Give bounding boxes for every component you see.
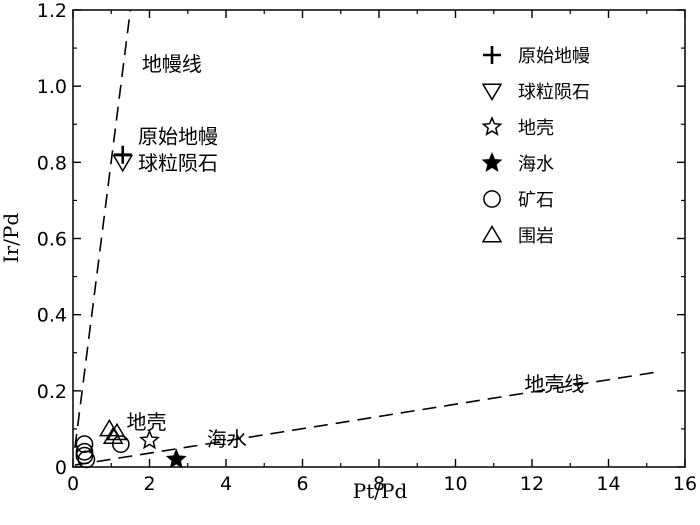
data-point-triangle-up [106,422,128,441]
y-tick-label: 1.0 [37,76,67,98]
legend-marker-plus [483,46,501,64]
data-point-star-filled [165,448,187,469]
legend-marker-circle [483,190,501,208]
y-tick-label: 0.8 [37,152,67,174]
x-tick-label: 8 [373,473,385,495]
data-point-triangle-down [112,154,134,173]
y-tick-label: 0.2 [37,381,67,403]
data-point-star-open [139,429,160,450]
y-axis-title: Ir/Pd [0,213,23,264]
legend-marker-triangle-down [481,83,503,102]
plot-annotation: 原始地幔 [138,124,218,148]
legend-label: 原始地幔 [518,46,590,67]
legend-label: 围岩 [518,226,554,247]
legend-label: 地壳 [518,118,554,139]
plot-area: 0 2 4 6 8 10 12 14 1600.20.40.60.81.01.2地幔线原始地幔球… [37,0,697,495]
y-tick-label: 0.6 [37,229,67,251]
y-tick-label: 1.2 [37,0,67,22]
y-tick-label: 0 [55,457,67,479]
legend-marker-triangle-up [481,224,503,243]
legend-marker-star-filled [481,152,503,172]
data-point-circle [111,435,130,453]
data-point-circle [75,442,94,461]
x-tick-label: 12 [520,473,544,495]
reference-line [74,9,132,449]
reference-line [74,371,659,466]
data-point-plus [113,145,132,164]
x-tick-label: 4 [220,473,232,495]
plot-annotation: 地壳线 [524,372,584,396]
x-tick-label: 16 [673,473,697,495]
legend-label: 矿石 [518,190,554,211]
plot-annotation: 海水 [207,427,247,451]
legend-marker-star-open [481,116,503,136]
data-point-circle [77,450,96,469]
plot-annotation: 地壳 [127,410,167,434]
legend-label: 海水 [518,154,554,175]
x-tick-label: 0 [67,473,79,495]
data-point-circle [75,446,94,465]
x-tick-label: 14 [596,473,620,495]
x-axis-title: Pt/Pd [353,479,408,503]
legend-label: 球粒陨石 [518,82,590,103]
x-tick-label: 2 [143,473,155,495]
y-tick-label: 0.4 [37,305,67,327]
data-point-triangle-up [102,426,124,445]
plot-annotation: 球粒陨石 [138,151,218,175]
x-tick-label: 6 [296,473,308,495]
x-tick-label: 10 [443,473,467,495]
plot-frame [72,9,686,468]
plot-annotation: 地幔线 [142,52,202,76]
